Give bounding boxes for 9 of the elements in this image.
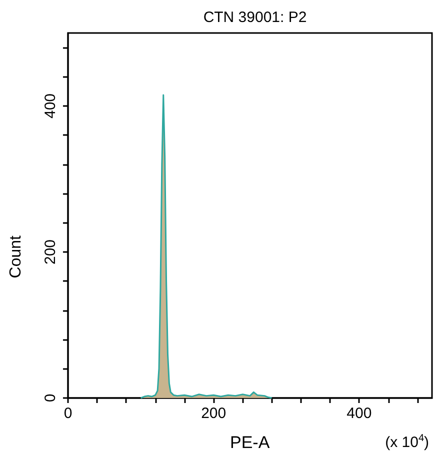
x-tick-label: 0 — [64, 405, 72, 422]
y-tick-label: 0 — [42, 394, 59, 402]
x-axis-title: PE-A — [230, 433, 270, 452]
x-tick-label: 200 — [201, 405, 226, 422]
y-tick-label: 400 — [42, 93, 59, 119]
chart-title: CTN 39001: P2 — [203, 9, 307, 26]
y-tick-label: 200 — [42, 239, 59, 265]
y-axis-title: Count — [8, 234, 24, 278]
x-tick-label: 400 — [346, 405, 372, 422]
